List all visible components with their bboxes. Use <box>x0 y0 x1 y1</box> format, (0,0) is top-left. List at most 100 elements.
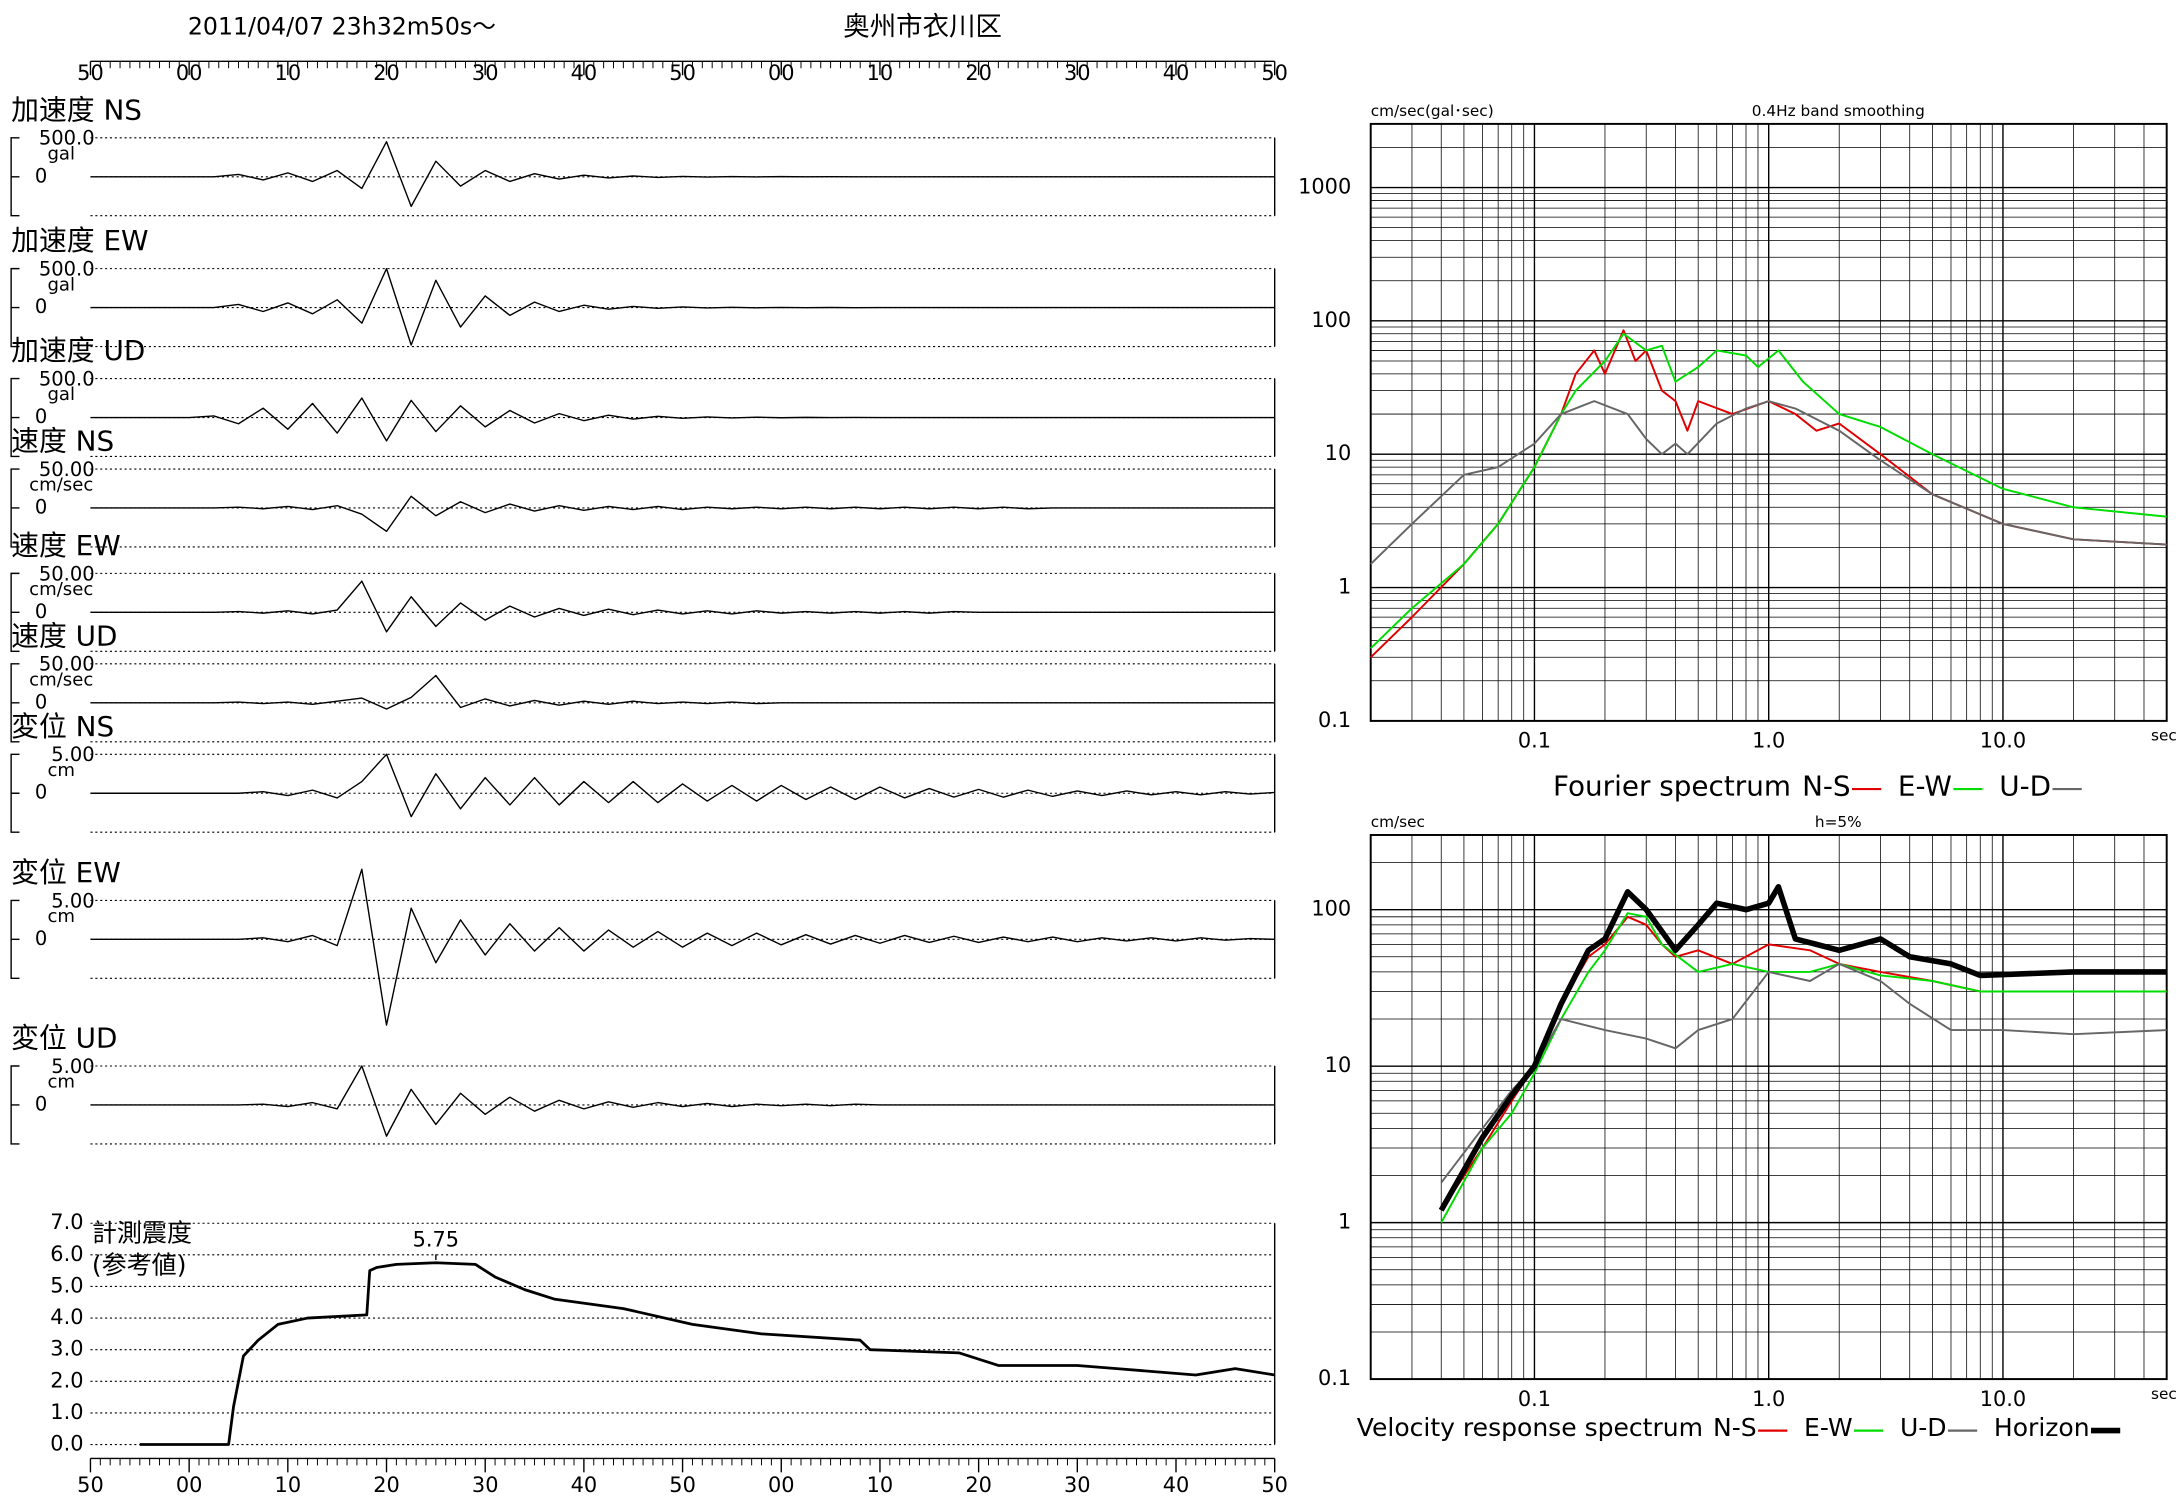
x-tick-label: 30 <box>472 1473 499 1497</box>
y-tick-label: 50.00 <box>39 653 95 676</box>
y-tick-label: 0.1 <box>1318 1366 1351 1390</box>
unit-label: cm <box>47 1072 75 1093</box>
legend-label: U-D <box>1900 1413 1947 1442</box>
x-tick-label: 00 <box>176 61 203 85</box>
y-tick-label: 1000 <box>1298 175 1351 199</box>
y-tick-label: 500.0 <box>39 367 95 390</box>
legend-title: Velocity response spectrum <box>1357 1413 1703 1442</box>
y-tick-label: 0 <box>35 164 47 187</box>
y-tick-label: 0 <box>35 781 47 804</box>
chart-title: 計測震度 <box>92 1218 192 1247</box>
waveform <box>90 753 1275 818</box>
y-tick-label: 1.0 <box>50 1400 83 1424</box>
trace-title: 速度 NS <box>11 425 114 458</box>
x-tick-label: 30 <box>1064 61 1091 85</box>
datetime: 2011/04/07 23h32m50s〜 <box>188 12 496 40</box>
x-tick-label: 30 <box>472 61 499 85</box>
plot-frame <box>1369 122 2168 722</box>
bracket <box>10 137 20 217</box>
x-tick-label: 20 <box>965 61 992 85</box>
y-tick-label: 7.0 <box>50 1210 83 1234</box>
trace-title: 変位 UD <box>11 1022 117 1055</box>
y-tick-label: 0.1 <box>1318 708 1351 732</box>
trace-title: 変位 NS <box>11 710 114 743</box>
unit-label: gal <box>47 384 75 405</box>
x-tick-label: 40 <box>571 61 598 85</box>
x-tick-label: 10.0 <box>1980 729 2026 753</box>
station-name: 奥州市衣川区 <box>843 11 1002 42</box>
x-tick-label: 40 <box>571 1473 598 1497</box>
y-tick-label: 0 <box>35 1092 47 1115</box>
x-tick-label: 40 <box>1163 1473 1190 1497</box>
y-tick-label: 1 <box>1338 575 1351 599</box>
bracket <box>10 753 20 833</box>
spectrum-line <box>1438 884 2167 1212</box>
x-tick-label: 0.1 <box>1518 729 1551 753</box>
y-tick-label: 0 <box>35 690 47 713</box>
y-tick-label: 0 <box>35 600 47 623</box>
x-tick-label: 10 <box>867 1473 894 1497</box>
trace-title: 加速度 NS <box>11 93 142 126</box>
x-tick-label: 1.0 <box>1752 729 1785 753</box>
y-tick-label: 0 <box>35 295 47 318</box>
trace-title: 加速度 EW <box>11 224 148 257</box>
spectrum-line <box>1440 915 2167 1211</box>
y-tick-label: 5.00 <box>51 889 94 912</box>
y-tick-label: 4.0 <box>50 1305 83 1329</box>
x-tick-label: 00 <box>768 61 795 85</box>
trace-title: 速度 UD <box>11 619 117 652</box>
y-tick-label: 10 <box>1325 441 1352 465</box>
x-tick-label: 10 <box>275 1473 302 1497</box>
x-tick-label: 30 <box>1064 1473 1091 1497</box>
waveform <box>90 868 1275 1026</box>
x-tick-label: 00 <box>768 1473 795 1497</box>
unit-label: cm <box>47 760 75 781</box>
x-tick-label: 20 <box>965 1473 992 1497</box>
x-tick-label: 10 <box>275 61 302 85</box>
x-tick-label: 50 <box>1261 61 1288 85</box>
unit-label: cm/sec <box>29 475 93 496</box>
intensity-line <box>139 1261 1275 1446</box>
spectrum-line <box>1440 912 2167 1224</box>
x-tick-label: 50 <box>669 61 696 85</box>
waveform <box>90 580 1275 633</box>
legend-label: E-W <box>1898 770 1952 803</box>
x-tick-label: 1.0 <box>1752 1387 1785 1411</box>
y-tick-label: 0 <box>35 927 47 950</box>
trace-title: 変位 EW <box>11 856 121 889</box>
y-axis-label: cm/sec <box>1371 813 1425 831</box>
y-tick-label: 500.0 <box>39 127 95 150</box>
unit-label: cm <box>47 906 75 927</box>
waveform <box>90 397 1275 442</box>
legend-label: E-W <box>1804 1413 1853 1442</box>
y-tick-label: 5.00 <box>51 1055 94 1078</box>
x-tick-label: 20 <box>373 1473 400 1497</box>
y-tick-label: 500.0 <box>39 258 95 281</box>
waveform <box>90 674 1275 710</box>
y-tick-label: 100 <box>1311 897 1351 921</box>
x-tick-label: 50 <box>77 1473 104 1497</box>
spectrum-line <box>1370 332 2167 650</box>
chart-title: h=5% <box>1815 813 1862 831</box>
x-axis-label: sec <box>2151 1385 2177 1403</box>
legend-label: Horizon <box>1994 1413 2090 1442</box>
waveform <box>90 267 1275 346</box>
bracket <box>10 267 20 348</box>
y-tick-label: 6.0 <box>50 1242 83 1266</box>
y-tick-label: 50.00 <box>39 458 95 481</box>
x-tick-label: 50 <box>77 61 104 85</box>
legend-label: N-S <box>1713 1413 1757 1442</box>
y-tick-label: 0 <box>35 495 47 518</box>
bracket <box>10 468 20 548</box>
y-tick-label: 2.0 <box>50 1368 83 1392</box>
bracket <box>10 572 20 653</box>
legend-label: U-D <box>1999 770 2051 803</box>
legend-title: Fourier spectrum <box>1553 770 1791 803</box>
y-tick-label: 0 <box>35 405 47 428</box>
legend-label: N-S <box>1802 770 1851 803</box>
waveform <box>90 1065 1275 1137</box>
chart-title: 0.4Hz band smoothing <box>1752 102 1925 120</box>
plot-frame <box>1369 834 2168 1381</box>
